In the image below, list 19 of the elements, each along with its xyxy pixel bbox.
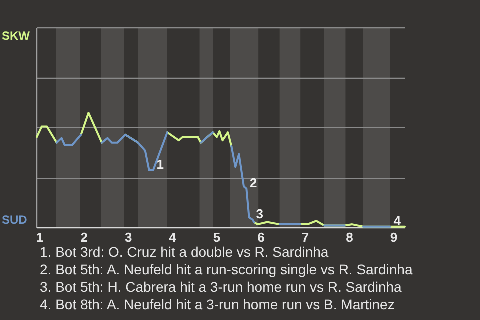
text: SUD bbox=[2, 213, 28, 227]
x-tick-label: 2 bbox=[80, 230, 88, 245]
annotation: 2 bbox=[250, 175, 258, 190]
x-tick-label: 7 bbox=[302, 230, 310, 245]
annotation: 1 bbox=[156, 157, 164, 172]
x-tick-label: 5 bbox=[213, 230, 221, 245]
x-tick-label: 3 bbox=[124, 230, 132, 245]
x-tick-label: 9 bbox=[390, 230, 398, 245]
text: 1. Bot 3rd: O. Cruz hit a double vs R. Sardinha bbox=[40, 244, 329, 260]
text: 2. Bot 5th: A. Neufeld hit a run-scoring single vs R. Sardinha bbox=[40, 262, 413, 278]
x-tick-label: 1 bbox=[36, 230, 44, 245]
x-tick-label: 8 bbox=[346, 230, 354, 245]
annotation: 3 bbox=[256, 206, 264, 222]
x-tick-label: 4 bbox=[169, 230, 178, 245]
x-tick-label: 6 bbox=[258, 230, 265, 245]
annotation: 4 bbox=[394, 213, 402, 228]
text: SKW bbox=[2, 29, 31, 43]
text: 3. Bot 5th: H. Cabrera hit a 3-run home run vs R. Sardinha bbox=[40, 279, 402, 295]
text: 4. Bot 8th: A. Neufeld hit a 3-run home run vs B. Martinez bbox=[40, 296, 395, 312]
